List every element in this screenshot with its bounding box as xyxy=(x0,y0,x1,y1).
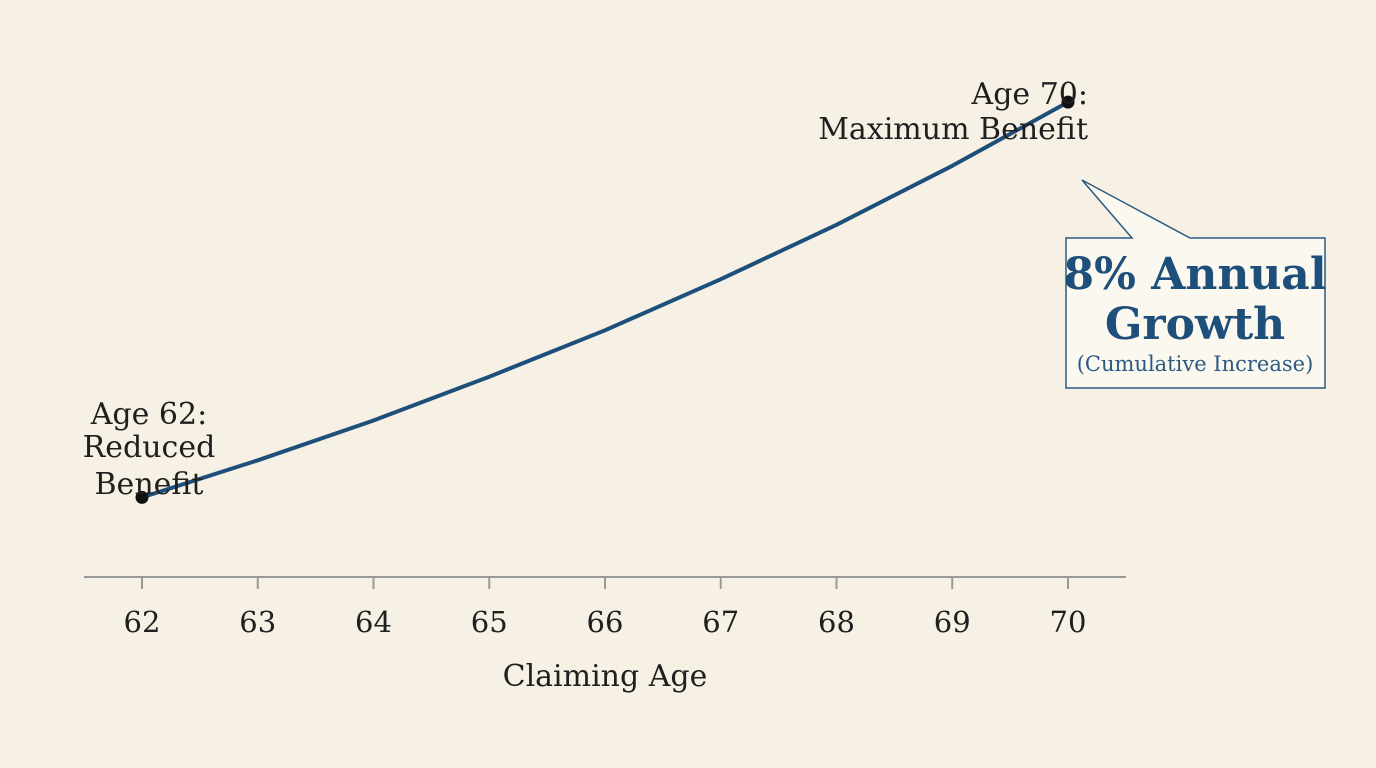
end-annotation-line-2: Maximum Benefit xyxy=(818,112,1088,147)
end-annotation-line-1: Age 70: xyxy=(971,77,1088,112)
start-annotation-line-1: Age 62: xyxy=(90,397,207,432)
growth-callout: 8% Annual Growth (Cumulative Increase) xyxy=(1063,179,1327,389)
start-annotation-line-2: Reduced xyxy=(83,430,216,465)
x-tick-label-67: 67 xyxy=(702,605,739,639)
x-tick-label-69: 69 xyxy=(934,605,971,639)
x-tick-label-66: 66 xyxy=(587,605,624,639)
callout-title-line-1: 8% Annual xyxy=(1063,249,1326,300)
benefit-line xyxy=(140,100,1070,500)
callout-box xyxy=(1065,179,1326,389)
callout-subtitle: (Cumulative Increase) xyxy=(1077,352,1314,376)
x-tick-label-62: 62 xyxy=(124,605,161,639)
x-axis-title: Claiming Age xyxy=(503,659,708,694)
x-tick-label-64: 64 xyxy=(355,605,392,639)
x-tick-label-63: 63 xyxy=(239,605,276,639)
callout-title-line-2: Growth xyxy=(1105,299,1285,350)
x-tick-label-68: 68 xyxy=(818,605,855,639)
data-points xyxy=(135,95,1075,504)
x-axis-tick-labels: 62 63 64 65 66 67 68 69 70 xyxy=(124,605,1087,639)
x-tick-label-65: 65 xyxy=(471,605,508,639)
x-tick-label-70: 70 xyxy=(1050,605,1087,639)
start-annotation-line-3: Benefit xyxy=(95,467,204,502)
x-axis-ticks xyxy=(141,577,1069,589)
start-point-marker xyxy=(135,490,149,504)
end-point-marker xyxy=(1061,95,1075,109)
